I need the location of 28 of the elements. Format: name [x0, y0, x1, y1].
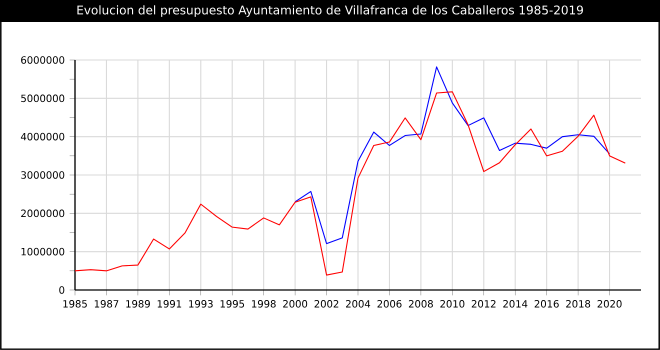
x-tick-label: 1993	[189, 300, 213, 308]
x-tick-label: 1989	[126, 300, 150, 308]
x-tick-label: 2008	[408, 300, 433, 308]
chart-title: Evolucion del presupuesto Ayuntamiento de Villafranca de los Caballeros 1985-2019	[77, 5, 583, 17]
x-tick-label: 2020	[598, 300, 622, 308]
x-tick-label: 1987	[94, 300, 118, 308]
x-tick-label: 2010	[440, 300, 464, 308]
x-tick-label: 2016	[534, 300, 559, 308]
x-tick-label: 1985	[63, 300, 87, 308]
x-tick-label: 2012	[472, 300, 496, 308]
x-tick-label: 1998	[252, 300, 276, 308]
y-tick-label: 0	[59, 286, 64, 294]
y-tick-label: 2000000	[21, 210, 64, 218]
y-tick-label: 5000000	[21, 94, 64, 102]
x-tick-label: 1995	[220, 300, 244, 308]
y-tick-label: 1000000	[22, 248, 64, 256]
x-tick-label: 2004	[346, 300, 370, 308]
line-series	[74, 91, 626, 276]
x-tick-label: 2014	[503, 300, 528, 308]
y-tick-label: 4000000	[20, 132, 64, 140]
x-tick-label: 2006	[377, 300, 402, 308]
line-series	[294, 66, 610, 244]
x-tick-label: 2018	[566, 300, 590, 308]
y-tick-label: 6000000	[21, 56, 64, 64]
y-tick-label: 3000000	[21, 171, 64, 179]
x-tick-label: 2000	[283, 300, 308, 308]
x-tick-label: 2002	[314, 300, 338, 308]
x-tick-label: 1991	[158, 300, 182, 308]
